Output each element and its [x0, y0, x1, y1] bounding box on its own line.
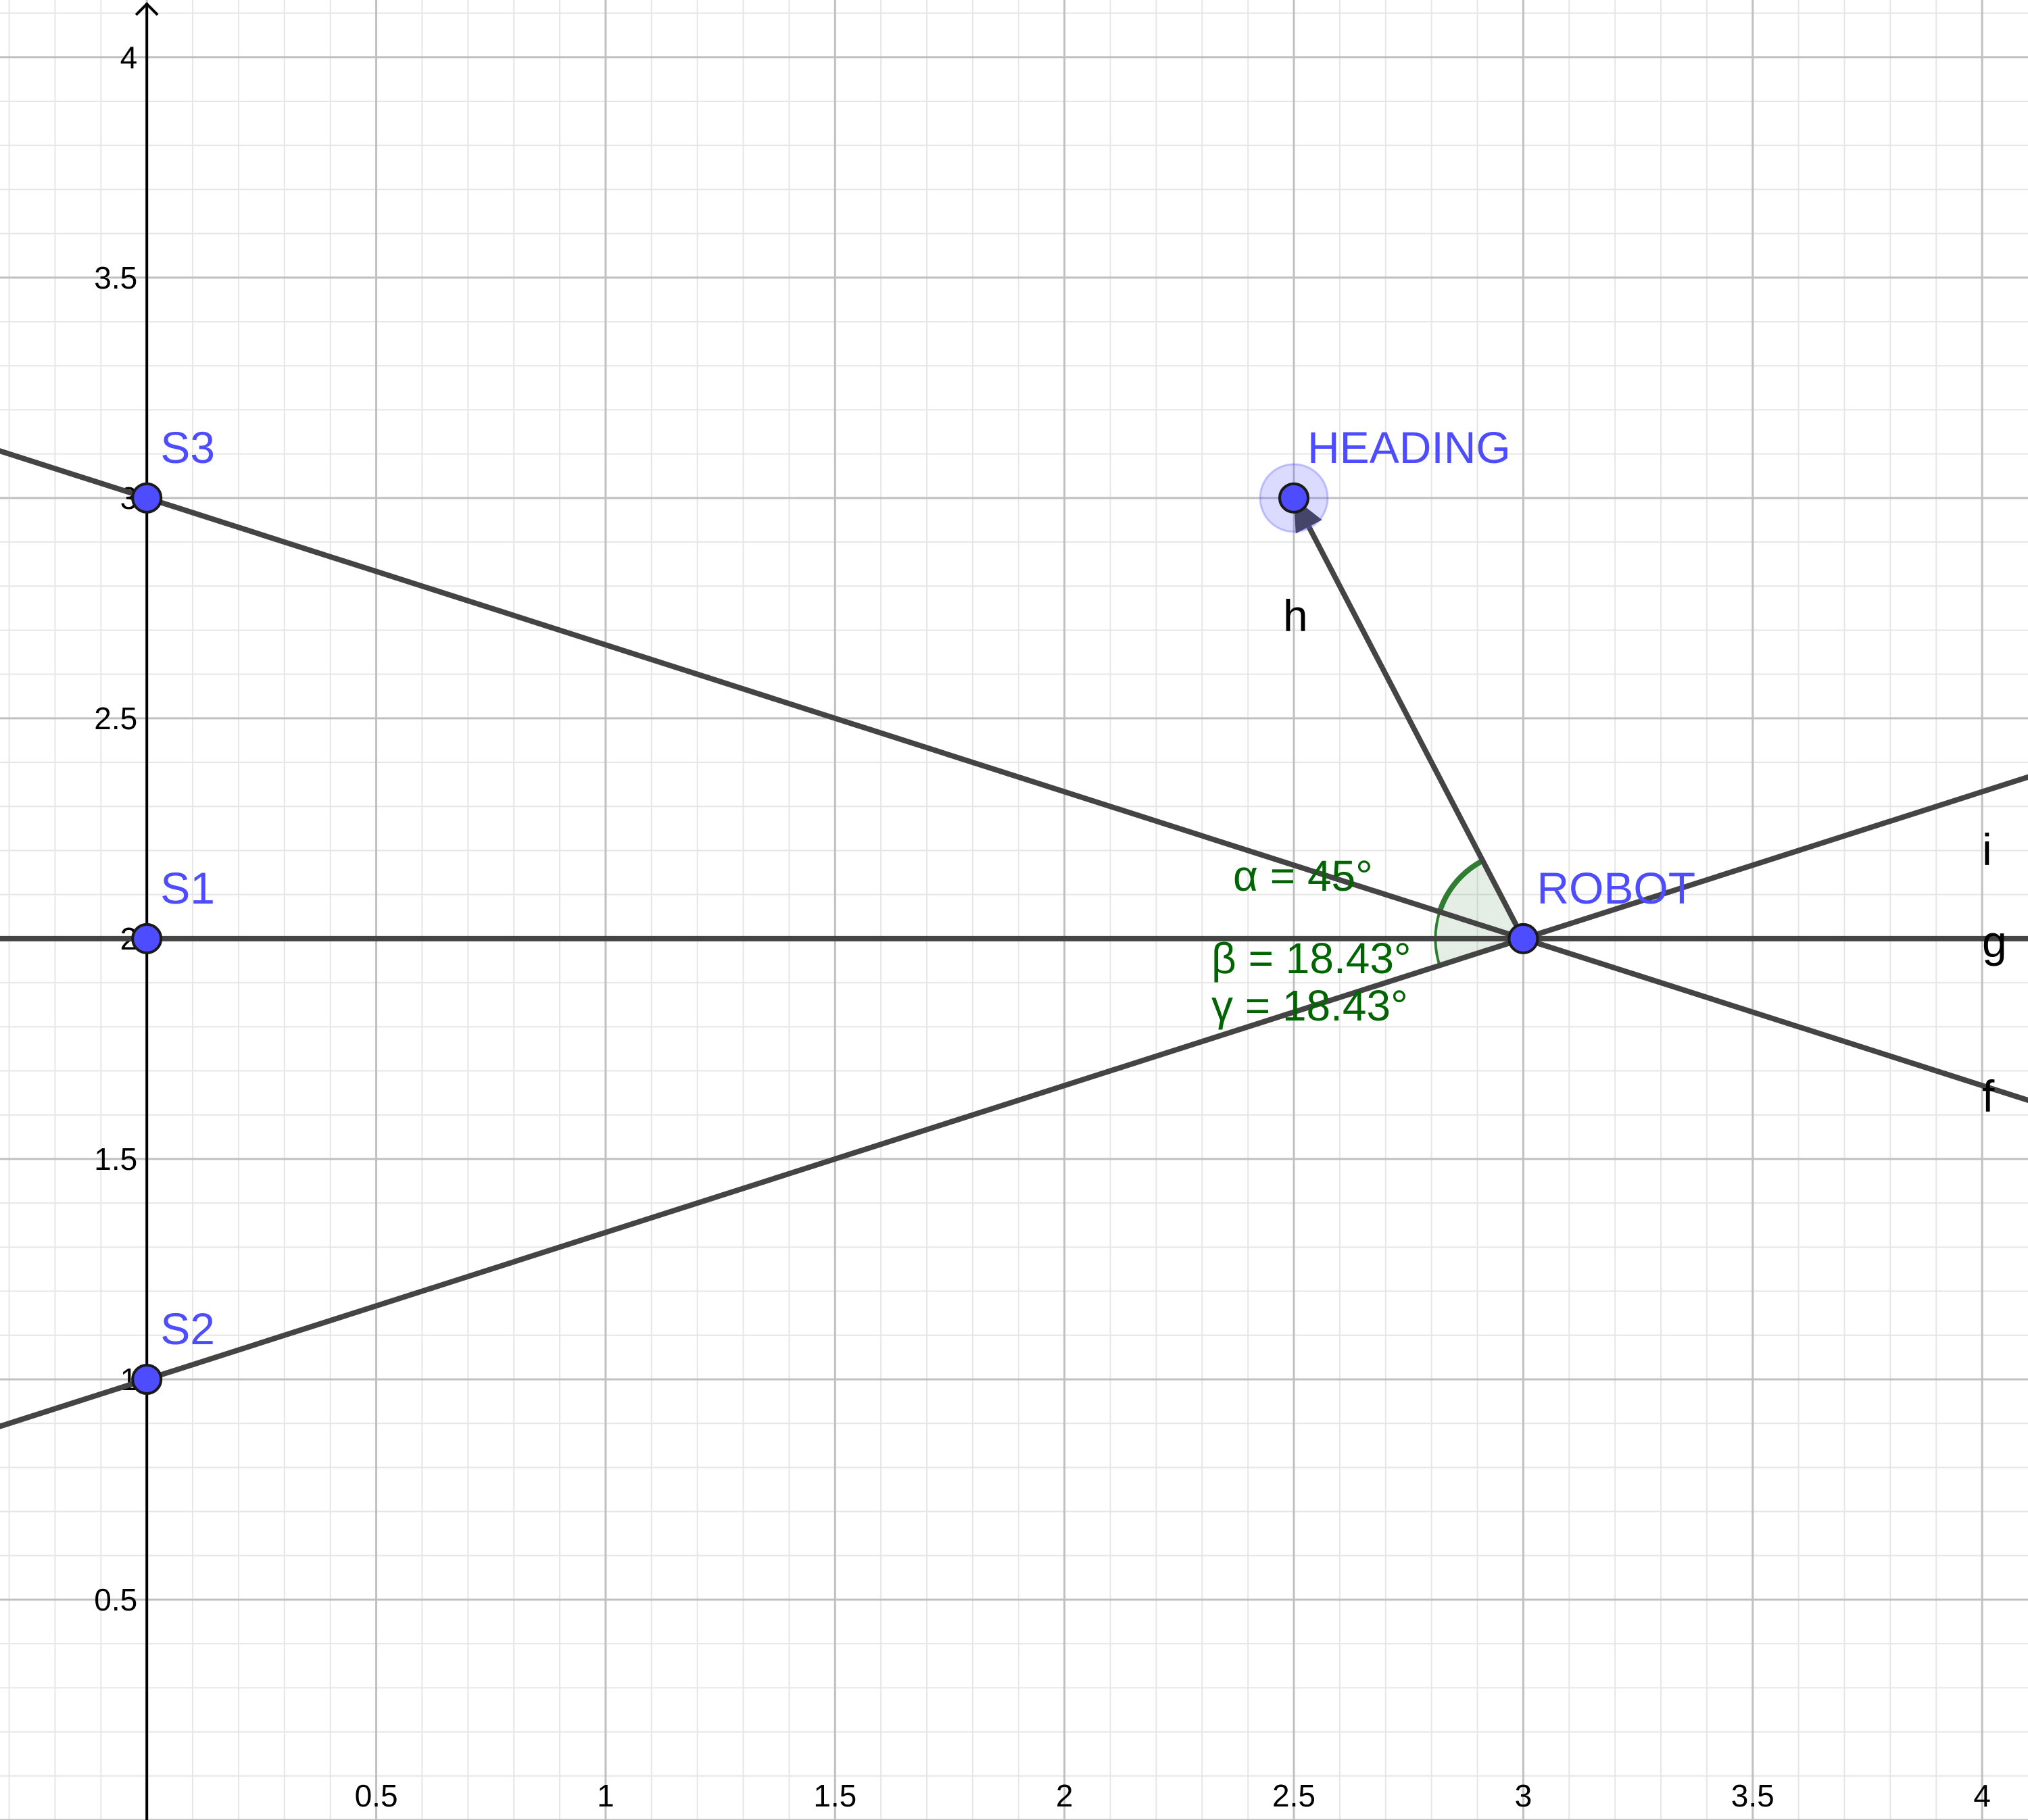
x-tick-label: 2.5: [1272, 1778, 1315, 1813]
lines: [0, 422, 2028, 1456]
x-tick-label: 3.5: [1731, 1778, 1775, 1813]
x-tick-label: 2: [1056, 1778, 1073, 1813]
x-tick-label: 0.5: [355, 1778, 398, 1813]
x-tick-label: 1.5: [813, 1778, 856, 1813]
points: S3 S1 S2 ROBOT HEADING: [131, 422, 1695, 1395]
point-s1[interactable]: [131, 923, 163, 954]
point-s3[interactable]: [131, 482, 163, 514]
point-s2[interactable]: [131, 1363, 163, 1395]
y-tick-label: 3.5: [94, 260, 137, 295]
line-f-label: f: [1982, 1071, 1995, 1121]
vector-h-shaft[interactable]: [1306, 525, 1526, 940]
line-i-label: i: [1982, 825, 1992, 875]
line-f[interactable]: [0, 422, 2028, 1130]
angle-gamma-label: γ = 18.43°: [1211, 981, 1408, 1030]
x-tick-label: 4: [1973, 1778, 1991, 1813]
axes: [135, 2, 159, 1820]
angle-alpha-label: α = 45°: [1233, 852, 1373, 900]
point-s2-label: S2: [160, 1304, 215, 1354]
y-axis-arrow: [135, 2, 159, 16]
point-s1-label: S1: [160, 863, 215, 913]
labels: f g i h α = 45° β = 18.43° γ = 18.43°: [1211, 591, 2007, 1121]
point-s3-label: S3: [160, 422, 215, 472]
vector-h-label: h: [1283, 591, 1308, 641]
line-g-label: g: [1982, 916, 2007, 966]
x-tick-label: 1: [597, 1778, 614, 1813]
point-heading-label: HEADING: [1307, 422, 1511, 472]
point-heading[interactable]: [1278, 482, 1310, 514]
y-tick-label: 0.5: [94, 1582, 137, 1617]
y-tick-label: 1.5: [94, 1141, 137, 1177]
y-tick-label: 4: [120, 40, 138, 75]
angle-alpha-arc: [1436, 858, 1484, 913]
line-i[interactable]: [0, 747, 2028, 1456]
angle-beta-label: β = 18.43°: [1211, 934, 1411, 983]
point-robot-label: ROBOT: [1537, 863, 1695, 913]
tick-labels: 0.511.522.533.540.511.522.533.54: [94, 40, 1991, 1813]
y-tick-label: 2.5: [94, 701, 137, 736]
point-robot[interactable]: [1507, 923, 1539, 954]
x-tick-label: 3: [1515, 1778, 1532, 1813]
